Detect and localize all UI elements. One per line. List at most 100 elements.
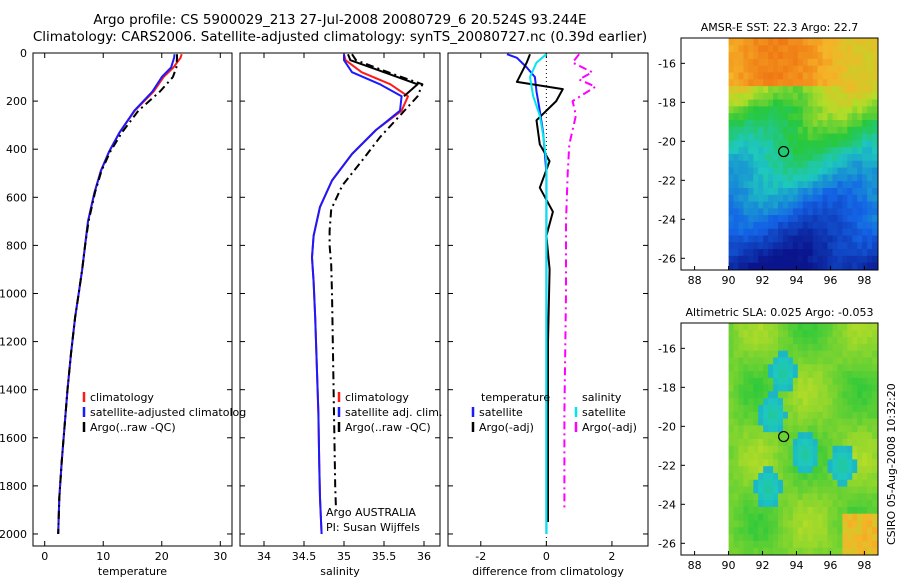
heatmap-cell [862, 405, 868, 413]
heatmap-cell [872, 500, 878, 508]
heatmap-cell [822, 364, 829, 372]
heatmap-cell [872, 439, 878, 447]
heatmap-cell [743, 86, 749, 94]
heatmap-cell [847, 79, 853, 87]
heatmap-cell [817, 473, 824, 481]
heatmap-cell [743, 323, 749, 331]
heatmap-cell [827, 377, 833, 386]
heatmap-cell [852, 391, 858, 399]
heatmap-cell [733, 466, 739, 474]
heatmap-cell [847, 330, 853, 338]
heatmap-cell [792, 92, 799, 101]
heatmap-cell [812, 181, 819, 189]
heatmap-cell [758, 72, 764, 80]
heatmap-cell [867, 350, 873, 359]
heatmap-cell [763, 377, 769, 386]
heatmap-cell [807, 221, 814, 230]
heatmap-cell [842, 377, 848, 386]
y-tick-label: -18 [658, 381, 676, 394]
heatmap-cell [738, 323, 744, 331]
x-tick-label: 36 [417, 550, 431, 563]
heatmap-cell [832, 377, 838, 386]
heatmap-cell [832, 133, 838, 141]
heatmap-cell [867, 527, 873, 535]
heatmap-cell [783, 384, 789, 392]
heatmap-cell [872, 65, 878, 74]
heatmap-cell [842, 371, 848, 379]
heatmap-cell [862, 242, 868, 250]
heatmap-cell [738, 215, 744, 223]
map-border [680, 37, 879, 271]
heatmap-cell [847, 126, 853, 135]
heatmap-cell [768, 357, 774, 365]
heatmap-cell [867, 65, 873, 74]
heatmap-cell [867, 120, 873, 128]
heatmap-cell [862, 262, 868, 271]
heatmap-cell [812, 99, 819, 107]
heatmap-cell [763, 113, 769, 121]
heatmap-cell [787, 99, 794, 107]
heatmap-cell [852, 527, 858, 535]
heatmap-cell [837, 534, 843, 542]
x-tick-label: 90 [722, 559, 736, 572]
heatmap-cell [748, 262, 754, 271]
heatmap-cell [857, 364, 863, 372]
heatmap-cell [867, 405, 873, 413]
heatmap-cell [743, 357, 749, 365]
heatmap-cell [862, 330, 868, 338]
heatmap-cell [792, 534, 799, 542]
heatmap-cell [738, 38, 744, 46]
heatmap-cell [802, 371, 809, 379]
heatmap-cell [862, 547, 868, 556]
legend-label: satellite [582, 406, 626, 419]
heatmap-cell [748, 126, 754, 135]
heatmap-cell [827, 106, 833, 114]
heatmap-cell [728, 357, 735, 365]
heatmap-cell [857, 357, 863, 365]
heatmap-cell [783, 133, 789, 141]
heatmap-cell [857, 493, 863, 501]
heatmap-cell [753, 208, 759, 216]
heatmap-cell [763, 459, 769, 467]
heatmap-cell [872, 52, 878, 60]
heatmap-cell [753, 255, 759, 264]
heatmap-cell [802, 120, 809, 128]
heatmap-cell [797, 391, 804, 399]
heatmap-cell [827, 181, 833, 189]
heatmap-cell [797, 364, 804, 372]
heatmap-cell [738, 384, 744, 392]
heatmap-cell [817, 466, 824, 474]
heatmap-cell [738, 188, 744, 196]
heatmap-cell [857, 242, 863, 250]
heatmap-cell [758, 147, 764, 155]
heatmap-cell [728, 411, 735, 420]
heatmap-cell [852, 384, 858, 392]
heatmap-cell [837, 445, 843, 454]
heatmap-cell [758, 493, 764, 501]
heatmap-cell [768, 262, 774, 271]
heatmap-cell [728, 547, 735, 556]
heatmap-cell [862, 120, 868, 128]
x-axis-label: salinity [320, 565, 360, 578]
heatmap-cell [733, 540, 739, 549]
heatmap-cell [758, 506, 764, 515]
heatmap-cell [792, 337, 799, 345]
heatmap-cell [768, 181, 774, 189]
heatmap-cell [817, 154, 824, 162]
heatmap-cell [768, 113, 774, 121]
heatmap-cell [743, 350, 749, 359]
heatmap-cell [763, 228, 769, 237]
heatmap-cell [847, 534, 853, 542]
heatmap-cell [852, 459, 858, 467]
heatmap-cell [867, 540, 873, 549]
heatmap-cell [728, 323, 735, 331]
heatmap-cell [807, 255, 814, 264]
heatmap-cell [827, 343, 833, 352]
heatmap-cell [847, 391, 853, 399]
heatmap-cell [807, 242, 814, 250]
heatmap-cell [857, 513, 863, 522]
heatmap-cell [783, 405, 789, 413]
heatmap-cell [857, 160, 863, 169]
heatmap-cell [748, 432, 754, 440]
heatmap-cell [847, 120, 853, 128]
